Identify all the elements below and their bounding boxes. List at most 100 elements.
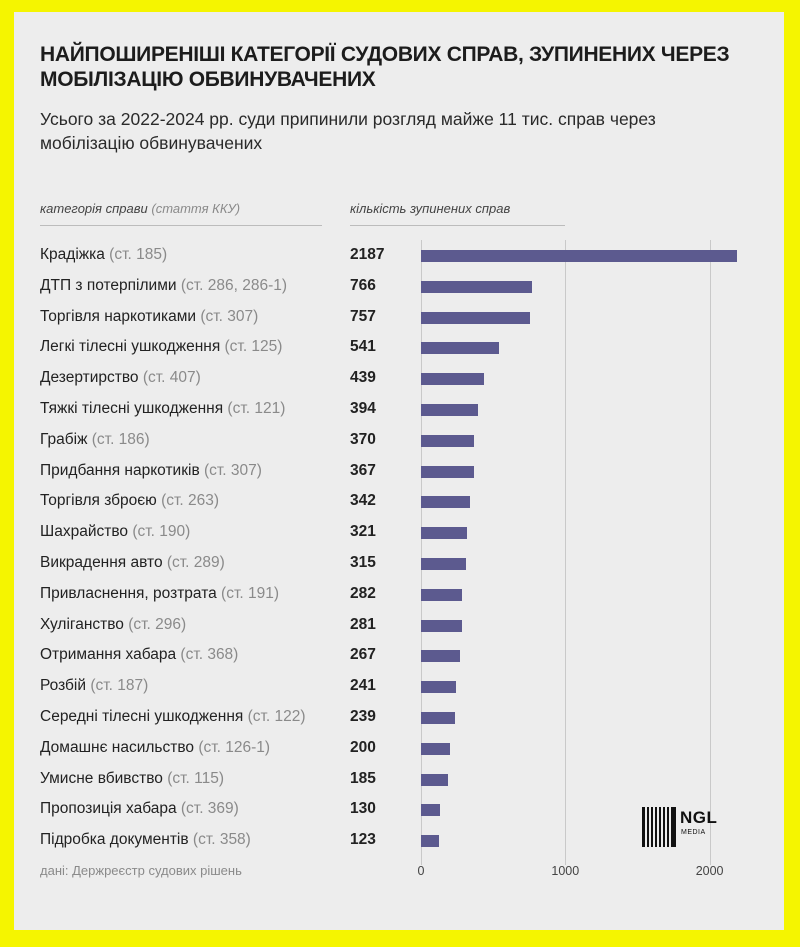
chart-title: Найпоширеніші категорії судових справ, з…	[40, 43, 730, 91]
bar	[421, 681, 456, 694]
category-name: Легкі тілесні ушкодження	[40, 338, 221, 356]
category-article: (ст. 307)	[199, 461, 262, 479]
value-label: 185	[350, 769, 376, 787]
category-article: (ст. 407)	[138, 369, 201, 387]
data-source-note: дані: Держреєстр судових рішень	[40, 863, 242, 878]
value-label: 267	[350, 646, 376, 664]
category-name: Розбій	[40, 677, 87, 695]
category-label: Привласнення, розтрата (ст. 191)	[40, 585, 279, 603]
category-name: Пропозиція хабара	[40, 800, 177, 818]
category-article: (ст. 185)	[104, 246, 168, 263]
chart-subtitle: Усього за 2022-2024 рр. суди припинили р…	[40, 109, 656, 153]
x-tick-label: 2000	[695, 864, 724, 878]
bar	[421, 588, 462, 601]
category-name: Отримання хабара	[40, 646, 177, 664]
bar	[421, 311, 531, 324]
value-label: 439	[350, 369, 376, 387]
category-name: Торгівля зброєю	[40, 492, 157, 510]
category-name: Грабіж	[40, 430, 88, 448]
category-article: (ст. 307)	[196, 307, 259, 325]
category-article: (ст. 296)	[123, 615, 187, 633]
category-article: (ст. 191)	[216, 584, 279, 602]
category-article: (ст. 369)	[176, 800, 239, 818]
category-name: Середні тілесні ушкодження	[40, 708, 244, 725]
value-label: 757	[350, 307, 376, 325]
category-name: Тяжкі тілесні ушкодження	[40, 400, 224, 417]
value-label: 200	[350, 738, 376, 756]
category-label: Домашнє насильство (ст. 126-1)	[40, 739, 270, 757]
bar	[421, 773, 448, 786]
category-label: Торгівля наркотиками (ст. 307)	[40, 308, 258, 326]
bar	[421, 619, 462, 632]
bar	[421, 250, 737, 262]
x-tick-label: 0	[417, 864, 425, 878]
value-label: 342	[350, 492, 376, 510]
category-name: Умисне вбивство	[40, 769, 163, 787]
category-article: (ст. 115)	[162, 769, 224, 787]
category-name: Домашнє насильство	[40, 738, 195, 756]
value-label: 2187	[350, 246, 385, 263]
bar	[421, 712, 456, 724]
category-label: Придбання наркотиків (ст. 307)	[40, 462, 262, 480]
value-label: 123	[350, 831, 376, 849]
value-label: 394	[350, 400, 376, 417]
x-tick-label: 1000	[551, 864, 580, 878]
bar	[421, 434, 475, 447]
category-label: Середні тілесні ушкодження (ст. 122)	[40, 708, 306, 726]
grid-line	[709, 240, 711, 865]
category-label: Тяжкі тілесні ушкодження (ст. 121)	[40, 400, 285, 418]
value-label: 321	[350, 523, 376, 541]
category-label: ДТП з потерпілими (ст. 286, 286-1)	[40, 277, 287, 295]
value-label: 370	[350, 430, 376, 448]
category-label: Крадіжка (ст. 185)	[40, 246, 167, 264]
category-label: Грабіж (ст. 186)	[40, 431, 150, 449]
category-article: (ст. 368)	[176, 646, 239, 664]
value-label: 239	[350, 708, 376, 725]
bar	[421, 496, 471, 509]
value-label: 130	[350, 800, 376, 818]
logo-subtext: MEDIA	[681, 829, 706, 836]
category-label: Торгівля зброєю (ст. 263)	[40, 492, 219, 510]
category-label: Дезертирство (ст. 407)	[40, 369, 201, 387]
category-article: (ст. 358)	[188, 831, 251, 849]
category-label: Умисне вбивство (ст. 115)	[40, 770, 224, 788]
category-name: ДТП з потерпілими	[40, 276, 177, 294]
bar	[421, 342, 500, 355]
category-name: Хуліганство	[40, 615, 124, 633]
category-label: Отримання хабара (ст. 368)	[40, 646, 238, 664]
category-name: Придбання наркотиків	[40, 461, 200, 479]
category-article: (ст. 289)	[162, 554, 225, 571]
category-article: (ст. 125)	[220, 338, 283, 356]
category-label: Підробка документів (ст. 358)	[40, 831, 251, 849]
bar	[421, 404, 478, 416]
bar	[421, 558, 467, 570]
ngl-logo-icon	[642, 807, 676, 847]
bar	[421, 465, 474, 478]
category-name: Викрадення авто	[40, 554, 163, 571]
value-label: 541	[350, 338, 376, 356]
category-header-note: (стаття ККУ)	[151, 201, 241, 216]
category-article: (ст. 126-1)	[194, 738, 271, 756]
infographic-card	[14, 12, 784, 930]
value-label: 282	[350, 584, 376, 602]
category-article: (ст. 122)	[243, 708, 306, 725]
category-header-rule	[40, 225, 322, 226]
category-column-header: категорія справи (стаття ККУ)	[40, 201, 240, 216]
category-label: Хуліганство (ст. 296)	[40, 616, 186, 634]
category-article: (ст. 187)	[86, 677, 149, 695]
category-label: Розбій (ст. 187)	[40, 677, 148, 695]
category-name: Крадіжка	[40, 246, 105, 263]
category-article: (ст. 286, 286-1)	[176, 276, 288, 294]
bar	[421, 280, 532, 293]
bar	[421, 804, 440, 817]
category-name: Дезертирство	[40, 369, 139, 387]
category-name: Підробка документів	[40, 831, 189, 849]
category-article: (ст. 263)	[156, 492, 220, 510]
category-article: (ст. 121)	[223, 400, 286, 417]
count-column-header: кількість зупинених справ	[350, 201, 511, 216]
grid-line	[421, 240, 422, 865]
category-label: Легкі тілесні ушкодження (ст. 125)	[40, 338, 282, 356]
bar	[421, 835, 439, 848]
category-article: (ст. 186)	[87, 430, 150, 448]
bar	[421, 742, 450, 755]
